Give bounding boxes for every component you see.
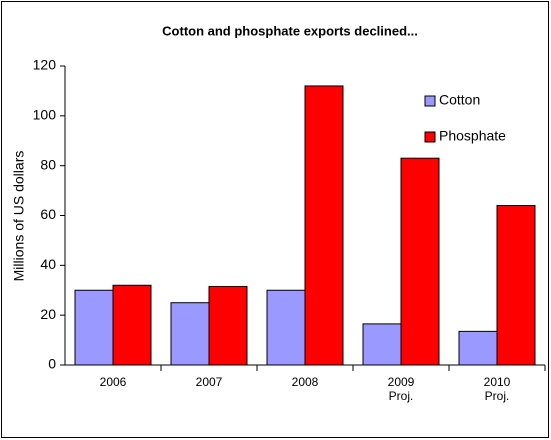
x-tick-label: 2008 [292, 375, 319, 389]
bar [304, 85, 344, 366]
chart-title: Cotton and phosphate exports declined... [162, 23, 418, 38]
y-tick-label: 80 [40, 156, 56, 172]
y-tick-label: 60 [40, 206, 56, 222]
y-tick-label: 0 [48, 356, 56, 372]
bar [266, 289, 306, 366]
legend-swatch [424, 95, 436, 107]
y-tick-label: 40 [40, 256, 56, 272]
x-tick-label: 2009 Proj. [388, 375, 415, 403]
y-tick-label: 20 [40, 306, 56, 322]
legend-swatch [424, 131, 436, 143]
x-tick-label: 2007 [196, 375, 223, 389]
y-tick-label: 120 [33, 57, 57, 73]
bar [362, 323, 402, 366]
bar [208, 286, 248, 366]
bar [400, 157, 440, 366]
bar [496, 205, 536, 366]
y-tick-label: 100 [33, 107, 57, 123]
legend-label: Cotton [439, 92, 480, 108]
bar [170, 302, 210, 366]
x-tick-label: 2010 Proj. [484, 375, 511, 403]
y-axis-label: Millions of US dollars [11, 151, 27, 282]
x-tick-label: 2006 [100, 375, 127, 389]
bar [74, 289, 114, 366]
bar [458, 330, 498, 366]
bar [112, 284, 152, 366]
legend-label: Phosphate [439, 128, 506, 144]
